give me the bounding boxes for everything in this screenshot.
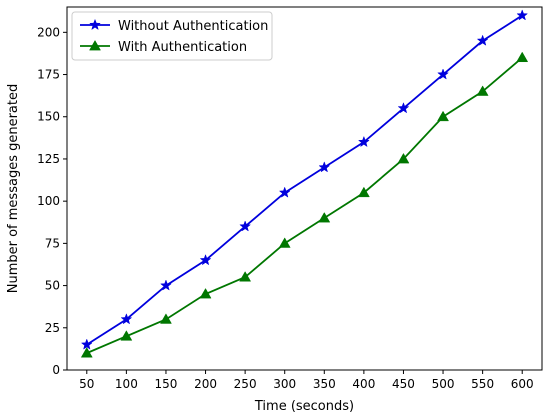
y-tick-label: 50: [45, 279, 60, 293]
y-tick-label: 150: [37, 110, 60, 124]
data-point: [476, 85, 489, 96]
data-point: [476, 34, 489, 46]
data-point: [516, 9, 529, 21]
legend-label: Without Authentication: [118, 19, 268, 34]
legend-label: With Authentication: [118, 40, 247, 55]
data-point: [278, 237, 291, 248]
legend-marker: [89, 18, 101, 31]
series-1: [80, 9, 529, 350]
x-tick-label: 300: [273, 377, 296, 391]
data-point: [437, 110, 449, 122]
x-tick-label: 350: [313, 377, 336, 391]
y-axis-label: Number of messages generated: [6, 84, 21, 294]
data-point: [80, 347, 93, 358]
plot-area-frame: [66, 6, 543, 371]
data-point: [516, 51, 529, 63]
legend-box: [71, 11, 273, 61]
x-tick-label: 450: [392, 377, 415, 391]
x-tick-label: 250: [234, 377, 257, 391]
legend-marker: [89, 39, 101, 51]
data-point: [357, 186, 370, 198]
series-line: [86, 56, 523, 354]
data-point: [199, 288, 212, 299]
y-tick-label: 200: [37, 25, 60, 39]
y-tick-label: 100: [37, 194, 60, 208]
data-point: [80, 338, 93, 350]
data-point: [160, 313, 172, 324]
y-tick-label: 25: [45, 321, 60, 335]
x-tick-label: 150: [155, 377, 178, 391]
y-tick-label: 175: [37, 68, 60, 82]
x-axis-ticks: 50 100 150 200 250 300 350 400 450 500 550 600: [79, 370, 534, 391]
data-point: [437, 68, 449, 80]
data-point: [278, 186, 291, 198]
data-point: [199, 254, 212, 266]
data-point: [318, 161, 331, 173]
data-point: [357, 135, 370, 148]
legend: Without Authentication With Authenticatio…: [71, 11, 273, 61]
x-tick-label: 550: [471, 377, 494, 391]
series-line: [86, 14, 523, 346]
series-2: [80, 51, 529, 358]
x-tick-label: 500: [432, 377, 455, 391]
x-axis-label: Time (seconds): [254, 399, 354, 414]
x-tick-label: 50: [79, 377, 94, 391]
data-point: [397, 102, 410, 114]
data-point: [239, 220, 252, 232]
data-point: [120, 330, 133, 341]
data-point: [397, 152, 410, 164]
series-layer: [80, 9, 529, 358]
data-point: [239, 271, 252, 282]
data-point: [120, 313, 133, 325]
data-point: [318, 212, 331, 223]
y-tick-label: 125: [37, 152, 60, 166]
x-tick-label: 200: [194, 377, 217, 391]
y-tick-label: 0: [52, 363, 60, 377]
x-tick-label: 600: [511, 377, 534, 391]
x-tick-label: 400: [352, 377, 375, 391]
y-tick-label: 75: [45, 236, 60, 250]
x-tick-label: 100: [115, 377, 138, 391]
data-point: [160, 279, 172, 291]
y-axis-ticks: 0 25 50 75 100 125 150 175 200: [37, 25, 67, 377]
